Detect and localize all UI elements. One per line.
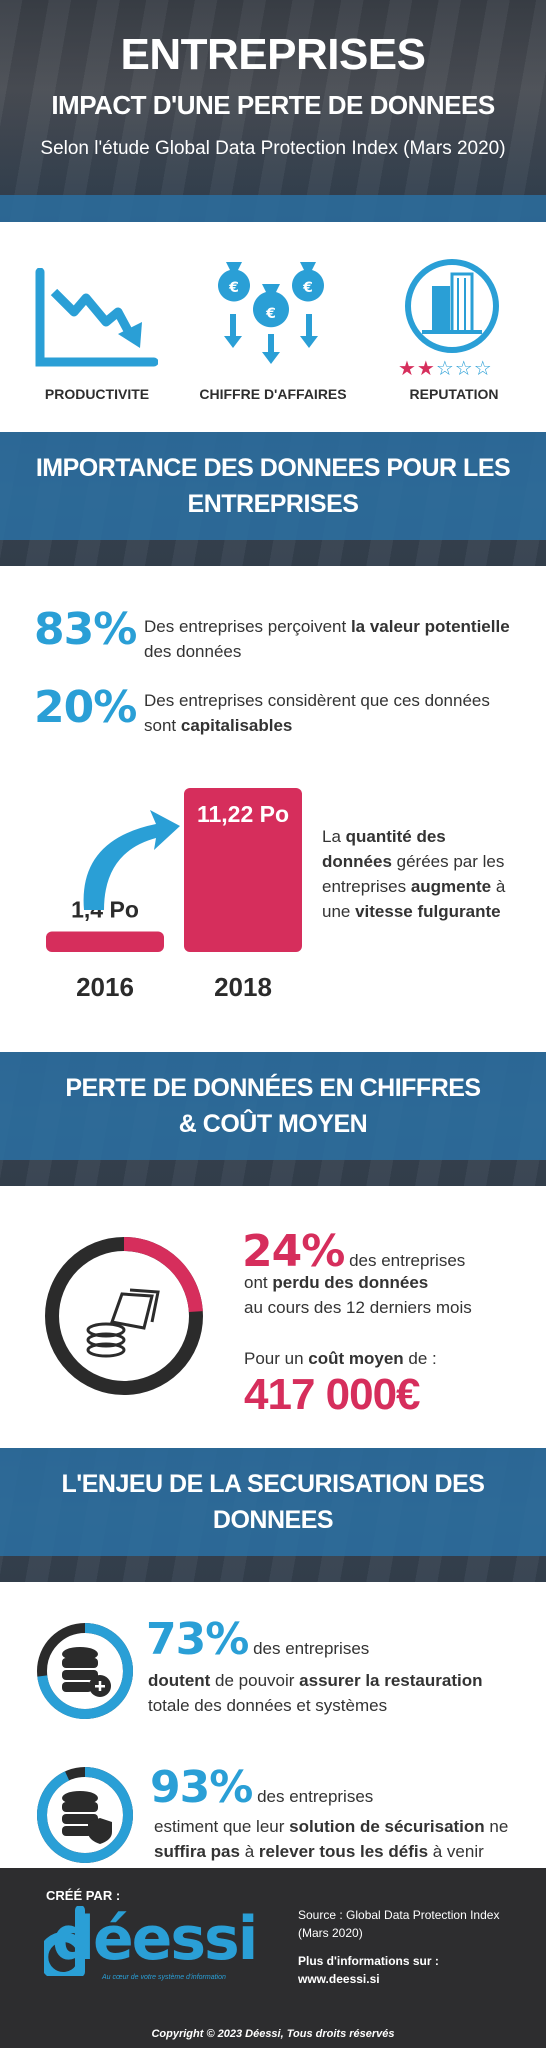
footer-source: Source : Global Data Protection Index	[298, 1908, 500, 1922]
logo-text: déessi	[52, 1904, 258, 1974]
stat-20-percent: 20%	[34, 682, 137, 733]
section3-title-line2: DONNEES	[212, 1506, 334, 1534]
bar-2016	[46, 931, 164, 952]
impact-label-chiffre-affaires: CHIFFRE D'AFFAIRES	[199, 386, 347, 402]
section1-title-line1: IMPORTANCE DES DONNEES POUR LES	[35, 454, 511, 482]
logo-d-mark	[44, 1906, 85, 1976]
bar-2018	[184, 788, 302, 952]
copyright: Copyright © 2023 Déessi, Tous droits rés…	[151, 2028, 395, 2040]
bar-value-label-2016: 1,4 Po	[71, 897, 139, 923]
footer: CRÉÉ PAR : déessi Au cœur de votre systè…	[0, 1868, 546, 2048]
source-line: Selon l'étude Global Data Protection Ind…	[40, 138, 506, 159]
website-link[interactable]: www.deessi.si	[298, 1972, 380, 1986]
stat-24-text: ont perdu des données au cours des 12 der…	[244, 1273, 472, 1317]
section3-title-line1: L'ENJEU DE LA SECURISATION DES	[61, 1470, 485, 1498]
created-by-label: CRÉÉ PAR :	[46, 1888, 121, 1903]
stat-83-percent: 83%	[34, 604, 137, 655]
impact-label-reputation: REPUTATION	[409, 386, 499, 402]
restore-ring	[37, 1623, 133, 1719]
database-add-icon	[62, 1647, 111, 1697]
impacts-row: € € € ★★☆☆☆ PRODUCTIVITE CHIFFRE D'AFFAIRE…	[0, 222, 546, 432]
building-icon	[405, 259, 499, 353]
cost-label: Pour un coût moyen de :	[244, 1349, 437, 1368]
stat-93-percent: 93%	[150, 1762, 253, 1813]
svg-text:€: €	[265, 306, 276, 322]
stat-93-text: estiment que leur solution de sécurisati…	[154, 1817, 509, 1861]
section1-title-line2: ENTREPRISES	[187, 490, 359, 518]
impact-label-productivite: PRODUCTIVITE	[44, 386, 150, 402]
page-title: ENTREPRISES	[120, 30, 426, 79]
category-label-2018: 2018	[214, 972, 272, 1002]
money-bags-icon: € € €	[218, 262, 324, 364]
svg-text:€: €	[228, 280, 239, 296]
logo-tagline: Au cœur de votre système d'information	[102, 1974, 226, 1981]
growth-arrow-icon	[83, 810, 180, 910]
more-info-label: Plus d'informations sur :	[298, 1954, 439, 1968]
declining-chart-icon	[35, 268, 158, 367]
section2-title-line1: PERTE DE DONNÉES EN CHIFFRES	[65, 1074, 481, 1102]
header-banner: ENTREPRISES IMPACT D'UNE PERTE DE DONNEE…	[0, 0, 546, 222]
svg-text:€: €	[302, 280, 313, 296]
stat-20-text: Des entreprises considèrent que ces donn…	[144, 691, 490, 735]
stat-73-percent: 73%	[146, 1614, 249, 1665]
section2-title-line2: & COÛT MOYEN	[178, 1110, 368, 1138]
cost-value: 417 000€	[244, 1370, 421, 1419]
bar-value-label-2018: 11,22 Po	[197, 801, 289, 827]
chart-note: La quantité des données gérées par les ent…	[322, 827, 506, 921]
stat-73-line1: 73% des entreprises	[146, 1614, 370, 1665]
data-growth-chart: 1,4 Po 2016 11,22 Po 2018	[46, 788, 302, 1002]
page-subtitle: IMPACT D'UNE PERTE DE DONNEES	[51, 90, 495, 120]
section2-banner: PERTE DE DONNÉES EN CHIFFRES & COÛT MOYE…	[0, 1052, 546, 1186]
database-shield-icon	[62, 1791, 112, 1844]
section3-banner: L'ENJEU DE LA SECURISATION DES DONNEES	[0, 1448, 546, 1582]
stat-24-percent: 24%	[242, 1226, 345, 1277]
data-loss-ring	[45, 1237, 203, 1395]
section1-banner: IMPORTANCE DES DONNEES POUR LES ENTREPRI…	[0, 432, 546, 566]
stat-83-text: Des entreprises perçoivent la valeur pot…	[144, 617, 510, 661]
money-stack-icon	[86, 1288, 160, 1358]
reputation-stars: ★★☆☆☆	[398, 356, 493, 380]
stat-73-text: doutent de pouvoir assurer la restaurati…	[148, 1671, 483, 1715]
footer-source-date: (Mars 2020)	[298, 1926, 363, 1940]
security-ring	[37, 1767, 133, 1863]
category-label-2016: 2016	[76, 972, 134, 1002]
stat-24-line1: 24% des entreprises	[242, 1226, 466, 1277]
deessi-logo: déessi Au cœur de votre système d'inform…	[44, 1902, 264, 1988]
stat-93-line1: 93% des entreprises	[150, 1762, 374, 1813]
